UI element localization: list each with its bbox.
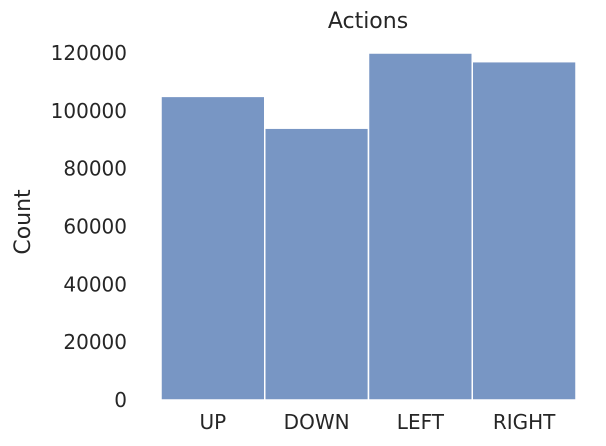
y-tick-labels: 0 20000 40000 60000 80000 100000 120000: [51, 41, 127, 412]
y-tick-label: 0: [114, 388, 127, 412]
bar-up: [160, 95, 266, 401]
y-tick-label: 60000: [63, 215, 127, 239]
y-tick-label: 100000: [51, 99, 127, 123]
y-tick-label: 80000: [63, 157, 127, 181]
x-tick-label: UP: [200, 410, 227, 434]
chart-title: Actions: [328, 9, 408, 34]
x-tick-label: DOWN: [284, 410, 350, 434]
x-tick-labels: UP DOWN LEFT RIGHT: [200, 410, 557, 434]
x-tick-label: LEFT: [397, 410, 445, 434]
y-tick-label: 20000: [63, 330, 127, 354]
y-tick-label: 120000: [51, 41, 127, 65]
bar-down: [264, 127, 370, 401]
x-tick-label: RIGHT: [493, 410, 556, 434]
y-tick-label: 40000: [63, 272, 127, 296]
y-axis-label: Count: [11, 189, 36, 255]
bar-left: [367, 52, 473, 401]
bars-group: [160, 52, 577, 401]
bar-right: [471, 60, 577, 401]
